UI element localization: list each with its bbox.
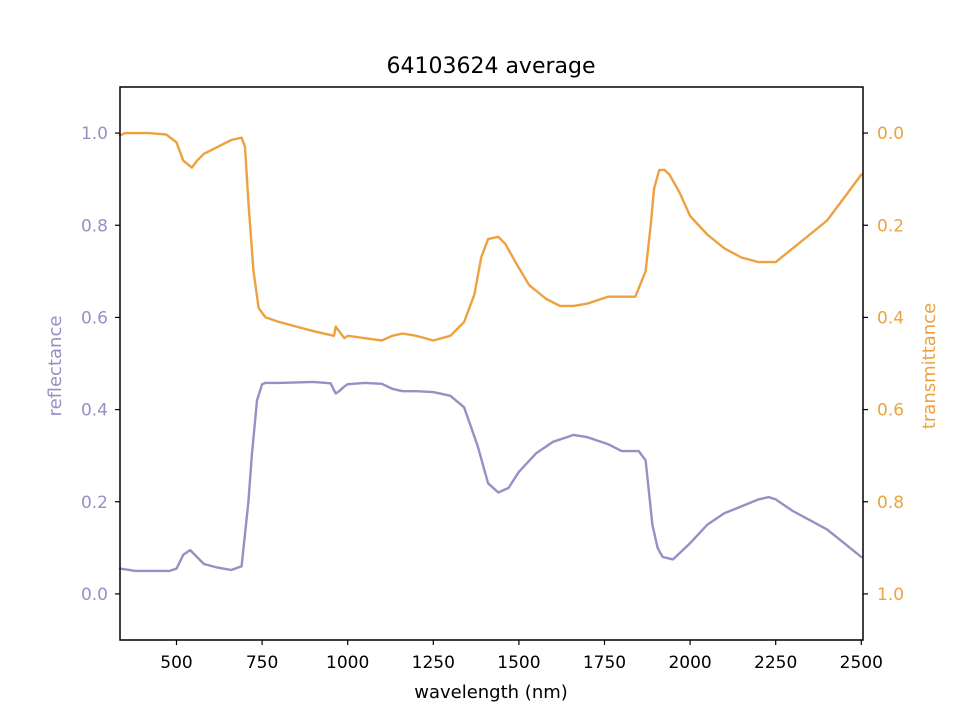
x-axis-label: wavelength (nm) [414, 682, 568, 703]
x-axis-ticks: 500 750 1000 1250 1500 1750 2000 2250 2500 [160, 640, 883, 673]
x-tick-label: 2500 [840, 653, 883, 673]
reflectance-series-line [118, 380, 863, 573]
right-tick-label: 0.8 [877, 493, 904, 513]
x-tick-label: 500 [160, 653, 192, 673]
left-tick-label: 0.2 [81, 493, 108, 513]
left-tick-label: 0.4 [81, 401, 108, 421]
right-tick-label: 0.0 [877, 124, 904, 144]
x-tick-label: 1250 [412, 653, 455, 673]
x-tick-label: 1000 [326, 653, 369, 673]
left-tick-label: 1.0 [81, 124, 108, 144]
right-tick-label: 0.2 [877, 216, 904, 236]
left-tick-label: 0.0 [81, 585, 108, 605]
left-tick-label: 0.6 [81, 308, 108, 328]
right-tick-label: 0.4 [877, 308, 904, 328]
transmittance-series-line [118, 131, 863, 342]
left-axis-ticks: 0.0 0.2 0.4 0.6 0.8 1.0 [81, 124, 120, 605]
left-tick-label: 0.8 [81, 216, 108, 236]
x-tick-label: 1750 [583, 653, 626, 673]
x-tick-label: 2250 [754, 653, 797, 673]
x-tick-label: 750 [246, 653, 278, 673]
left-axis-label: reflectance [45, 316, 66, 417]
right-axis-label: transmittance [919, 303, 940, 429]
plot-frame [119, 86, 864, 641]
x-tick-label: 2000 [668, 653, 711, 673]
right-tick-label: 0.6 [877, 401, 904, 421]
series-layer [118, 131, 863, 573]
chart-title: 64103624 average [386, 54, 595, 79]
x-tick-label: 1500 [497, 653, 540, 673]
right-tick-label: 1.0 [877, 585, 904, 605]
right-axis-ticks: 0.0 0.2 0.4 0.6 0.8 1.0 [863, 124, 904, 605]
